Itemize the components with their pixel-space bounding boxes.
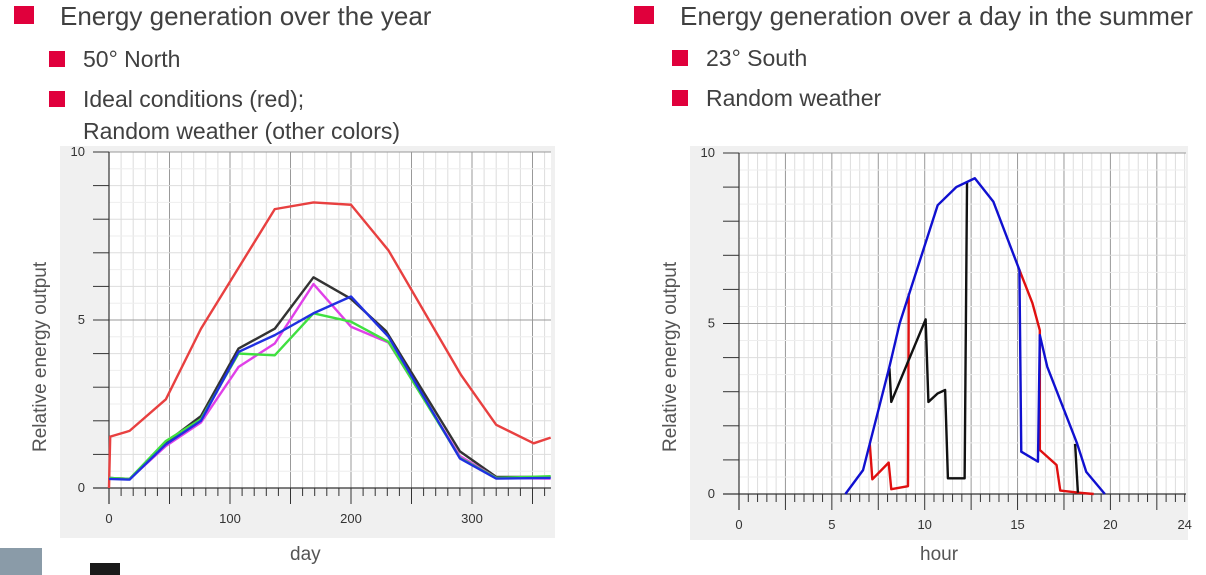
bullet-icon — [49, 51, 65, 67]
series-line-4 — [108, 295, 551, 481]
bullet-text: Ideal conditions (red); Random weather (o… — [83, 83, 400, 147]
series-line-2 — [888, 181, 969, 480]
bullet-right-2: Random weather — [672, 82, 881, 114]
decorative-black-block — [90, 563, 120, 575]
bullet-text: 50° North — [83, 46, 181, 72]
x-axis-label-left: day — [290, 544, 321, 565]
bullet-line: Random weather (other colors) — [83, 118, 401, 144]
series-line-4 — [844, 177, 1106, 495]
bullet-icon — [49, 91, 65, 107]
x-tick-label: 300 — [461, 511, 483, 526]
bullet-icon — [14, 6, 34, 24]
decorative-gray-block — [0, 548, 42, 575]
bullet-icon — [672, 90, 688, 106]
bullet-text: 23° South — [706, 45, 808, 71]
bullet-icon — [634, 6, 654, 24]
x-tick-label: 0 — [105, 511, 112, 526]
bullet-text: Random weather — [706, 85, 882, 111]
y-axis-label-right: Relative energy output — [660, 261, 681, 452]
bullet-left-1: 50° North — [49, 43, 180, 75]
bullet-icon — [672, 50, 688, 66]
y-tick-label: 10 — [71, 144, 85, 159]
y-tick-label: 5 — [708, 316, 715, 331]
heading-left-text: Energy generation over the year — [60, 1, 432, 31]
series-line-0 — [868, 293, 910, 491]
heading-left: Energy generation over the year — [14, 0, 431, 32]
x-tick-label: 15 — [1010, 517, 1024, 532]
heading-right-text: Energy generation over a day in the summ… — [680, 1, 1194, 31]
heading-right: Energy generation over a day in the summ… — [634, 0, 1193, 32]
x-tick-label: 10 — [917, 517, 931, 532]
x-tick-label: 5 — [828, 517, 835, 532]
y-axis-label-left: Relative energy output — [30, 261, 51, 452]
y-tick-label: 0 — [78, 480, 85, 495]
y-tick-label: 10 — [701, 145, 715, 160]
bullet-left-2: Ideal conditions (red); Random weather (o… — [49, 83, 400, 147]
bullet-line: Ideal conditions (red); — [83, 86, 305, 112]
y-tick-label: 5 — [78, 312, 85, 327]
series-line-0 — [107, 201, 552, 489]
series-line-3 — [1073, 443, 1080, 493]
x-tick-label: 200 — [340, 511, 362, 526]
x-axis-label-right: hour — [920, 544, 959, 565]
x-tick-label: 24 — [1177, 517, 1191, 532]
x-tick-label: 100 — [219, 511, 241, 526]
bullet-right-1: 23° South — [672, 42, 807, 74]
x-tick-label: 0 — [735, 517, 742, 532]
y-tick-label: 0 — [708, 486, 715, 501]
x-tick-label: 20 — [1103, 517, 1117, 532]
series-line-1 — [1018, 269, 1094, 496]
